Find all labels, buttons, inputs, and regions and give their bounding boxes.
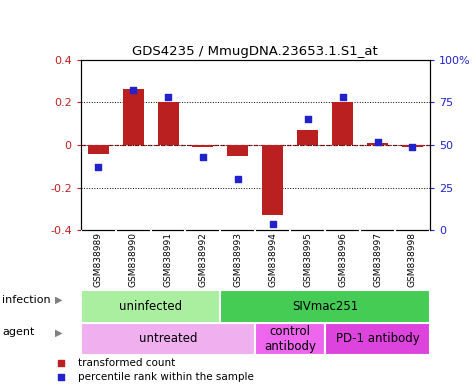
Point [374, 139, 381, 145]
Bar [256, 323, 325, 355]
Text: ▶: ▶ [55, 327, 62, 338]
Text: infection: infection [2, 295, 51, 305]
Text: GSM838992: GSM838992 [199, 232, 208, 287]
Bar [325, 323, 430, 355]
Text: agent: agent [2, 327, 35, 338]
Text: transformed count: transformed count [77, 358, 175, 368]
Bar [332, 102, 353, 145]
Bar [81, 323, 256, 355]
Text: GSM838993: GSM838993 [233, 232, 242, 287]
Text: GSM838994: GSM838994 [268, 232, 277, 287]
Bar [262, 145, 283, 215]
Text: SIVmac251: SIVmac251 [292, 300, 358, 313]
Text: GSM838997: GSM838997 [373, 232, 382, 287]
Point [234, 176, 242, 182]
Text: GSM838989: GSM838989 [94, 232, 103, 287]
Text: GSM838996: GSM838996 [338, 232, 347, 287]
Text: GSM838998: GSM838998 [408, 232, 417, 287]
Text: GSM838990: GSM838990 [129, 232, 138, 287]
Bar [88, 145, 109, 154]
Point [129, 87, 137, 93]
Text: ▶: ▶ [55, 295, 62, 305]
Bar [81, 290, 220, 323]
Point [339, 94, 346, 100]
Title: GDS4235 / MmugDNA.23653.1.S1_at: GDS4235 / MmugDNA.23653.1.S1_at [133, 45, 378, 58]
Point [95, 164, 102, 170]
Bar [123, 89, 143, 145]
Bar [297, 130, 318, 145]
Point [408, 144, 416, 150]
Point [57, 360, 65, 366]
Text: percentile rank within the sample: percentile rank within the sample [77, 372, 253, 382]
Text: PD-1 antibody: PD-1 antibody [336, 333, 419, 345]
Bar [402, 145, 423, 147]
Bar [192, 145, 213, 147]
Bar [367, 143, 388, 145]
Point [304, 116, 312, 122]
Text: untreated: untreated [139, 333, 197, 345]
Text: control
antibody: control antibody [264, 325, 316, 353]
Text: uninfected: uninfected [119, 300, 182, 313]
Point [57, 374, 65, 380]
Text: GSM838991: GSM838991 [163, 232, 172, 287]
Bar [220, 290, 430, 323]
Bar [228, 145, 248, 156]
Point [164, 94, 172, 100]
Bar [158, 102, 179, 145]
Point [269, 220, 276, 227]
Point [199, 154, 207, 160]
Text: GSM838995: GSM838995 [303, 232, 312, 287]
